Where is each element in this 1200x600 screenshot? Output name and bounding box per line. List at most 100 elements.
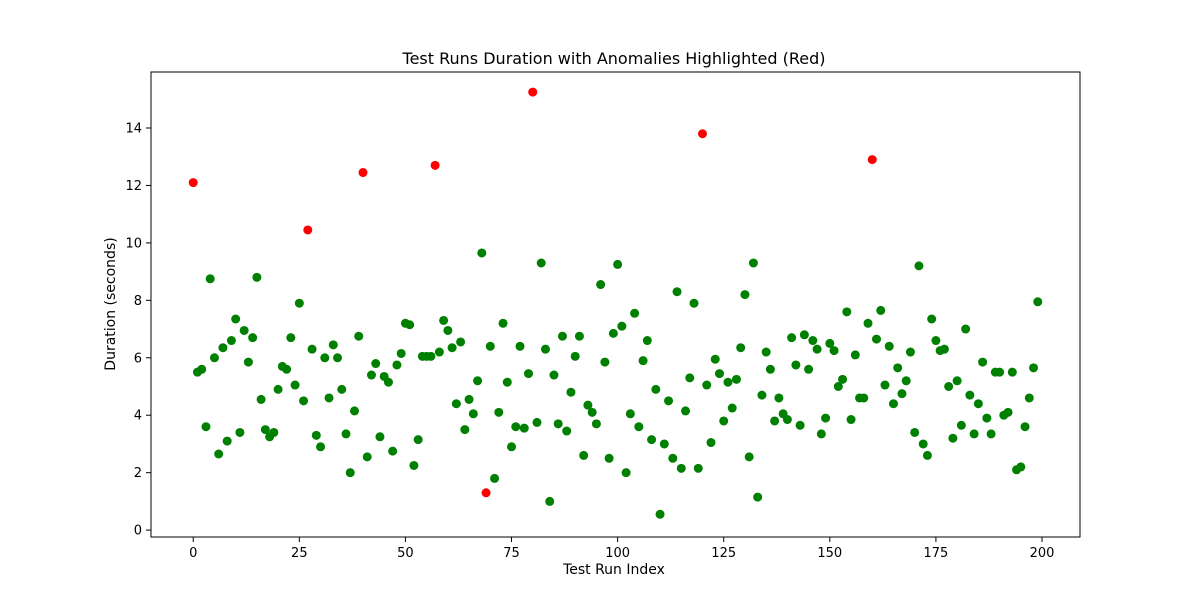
- data-point: [209, 353, 219, 363]
- y-tick-label: 10: [125, 236, 142, 251]
- data-point: [524, 369, 533, 379]
- anomaly-point: [358, 168, 368, 178]
- data-point: [405, 320, 415, 330]
- data-point: [765, 364, 775, 374]
- data-point: [910, 427, 920, 437]
- data-point: [642, 336, 652, 346]
- data-point: [795, 420, 805, 430]
- y-tick-label: 2: [134, 466, 142, 481]
- data-point: [647, 435, 657, 445]
- data-point: [702, 380, 712, 390]
- data-point: [664, 396, 674, 406]
- data-point: [596, 280, 606, 290]
- data-point: [273, 384, 283, 394]
- data-point: [1033, 297, 1043, 307]
- data-point: [969, 429, 979, 439]
- data-point: [1024, 393, 1034, 403]
- data-point: [600, 357, 610, 367]
- anomaly-point: [528, 87, 538, 97]
- data-point: [901, 376, 911, 386]
- data-point: [842, 307, 852, 317]
- data-point: [956, 420, 966, 430]
- data-point: [897, 389, 907, 399]
- data-point: [986, 429, 996, 439]
- x-tick-label: 50: [397, 546, 414, 561]
- data-points: [188, 87, 1043, 519]
- data-point: [294, 298, 304, 308]
- data-point: [872, 334, 881, 344]
- data-point: [443, 325, 453, 335]
- anomaly-point: [303, 225, 313, 235]
- data-point: [383, 377, 393, 387]
- data-point: [668, 453, 678, 463]
- data-point: [727, 403, 737, 413]
- data-point: [566, 387, 576, 397]
- data-point: [1003, 407, 1013, 417]
- data-point: [460, 425, 470, 435]
- data-point: [226, 336, 236, 346]
- data-point: [540, 344, 550, 354]
- y-axis: 0 2 4 6 8 10 12 14: [125, 122, 151, 539]
- data-point: [791, 360, 801, 370]
- data-point: [341, 429, 351, 439]
- data-point: [731, 374, 741, 384]
- data-point: [973, 399, 983, 409]
- data-point: [587, 407, 597, 417]
- data-point: [388, 446, 398, 456]
- data-point: [693, 463, 703, 473]
- data-point: [239, 325, 249, 335]
- data-point: [821, 413, 831, 423]
- data-point: [761, 347, 771, 357]
- data-point: [498, 318, 508, 328]
- data-point: [1016, 462, 1026, 472]
- data-point: [804, 364, 814, 374]
- data-point: [676, 463, 686, 473]
- x-tick-label: 0: [189, 546, 197, 561]
- data-point: [350, 406, 359, 416]
- data-point: [243, 357, 253, 367]
- data-point: [744, 452, 754, 462]
- data-point: [621, 468, 631, 478]
- data-point: [689, 298, 699, 308]
- data-point: [714, 369, 724, 379]
- data-point: [231, 314, 241, 324]
- data-point: [235, 427, 245, 437]
- data-point: [494, 407, 504, 417]
- data-point: [651, 384, 661, 394]
- data-point: [944, 382, 954, 391]
- data-point: [320, 353, 330, 363]
- data-point: [608, 328, 618, 338]
- data-point: [468, 409, 478, 419]
- data-point: [808, 336, 818, 346]
- data-point: [536, 258, 546, 268]
- data-point: [812, 344, 822, 354]
- data-point: [214, 449, 224, 459]
- data-point: [617, 321, 627, 331]
- data-point: [413, 435, 423, 445]
- data-point: [876, 305, 886, 315]
- y-tick-label: 12: [125, 179, 142, 194]
- x-tick-label: 200: [1030, 546, 1055, 561]
- data-point: [396, 348, 406, 358]
- data-point: [931, 336, 941, 346]
- data-point: [782, 415, 792, 425]
- data-point: [553, 419, 563, 429]
- data-point: [579, 450, 589, 460]
- data-point: [863, 318, 873, 328]
- data-point: [447, 343, 457, 353]
- y-tick-label: 8: [134, 294, 142, 309]
- anomaly-point: [188, 178, 198, 188]
- y-tick-label: 0: [134, 524, 142, 539]
- data-point: [1020, 422, 1030, 432]
- data-point: [859, 393, 869, 403]
- y-tick-label: 4: [134, 409, 142, 424]
- data-point: [748, 258, 758, 268]
- data-point: [324, 393, 334, 403]
- anomaly-point: [430, 160, 440, 170]
- data-point: [260, 425, 270, 435]
- data-point: [914, 261, 924, 271]
- data-point: [961, 324, 971, 334]
- data-point: [850, 350, 860, 360]
- data-point: [252, 272, 262, 282]
